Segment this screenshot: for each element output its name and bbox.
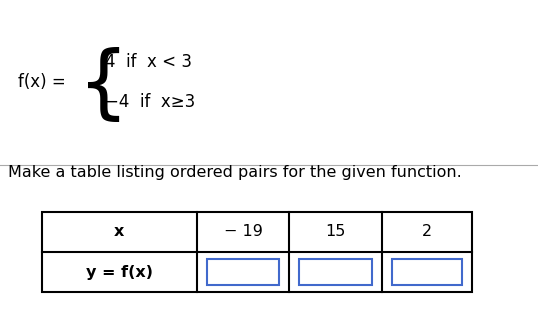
Text: 2: 2 xyxy=(422,225,432,239)
Bar xyxy=(392,259,462,285)
Text: Make a table listing ordered pairs for the given function.: Make a table listing ordered pairs for t… xyxy=(8,164,462,180)
Bar xyxy=(42,212,472,292)
Text: {: { xyxy=(78,47,129,125)
Bar xyxy=(207,259,279,285)
Text: 4  if  x < 3: 4 if x < 3 xyxy=(105,53,192,71)
Text: −4  if  x≥3: −4 if x≥3 xyxy=(105,93,195,111)
Bar xyxy=(299,259,372,285)
Text: − 19: − 19 xyxy=(224,225,263,239)
Text: f(x) =: f(x) = xyxy=(18,73,71,91)
Text: y = f(x): y = f(x) xyxy=(86,265,153,279)
Text: x: x xyxy=(114,225,125,239)
Text: 15: 15 xyxy=(325,225,345,239)
